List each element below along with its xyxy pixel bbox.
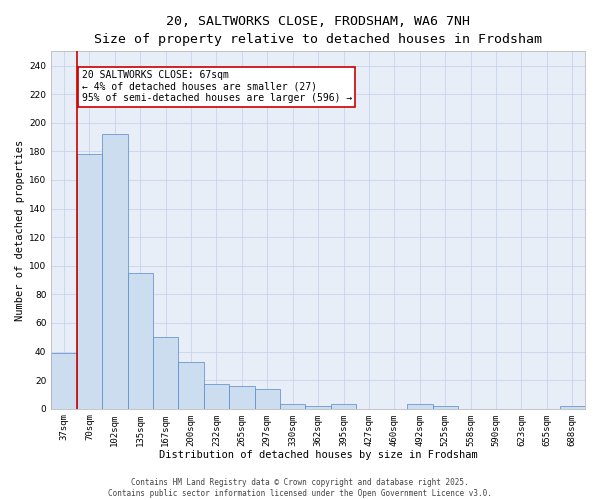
Bar: [433, 406, 458, 408]
Y-axis label: Number of detached properties: Number of detached properties: [15, 140, 25, 320]
Bar: [153, 337, 178, 408]
Bar: [305, 406, 331, 408]
Bar: [128, 273, 153, 408]
Bar: [560, 406, 585, 408]
X-axis label: Distribution of detached houses by size in Frodsham: Distribution of detached houses by size …: [159, 450, 478, 460]
Title: 20, SALTWORKS CLOSE, FRODSHAM, WA6 7NH
Size of property relative to detached hou: 20, SALTWORKS CLOSE, FRODSHAM, WA6 7NH S…: [94, 15, 542, 46]
Text: 20 SALTWORKS CLOSE: 67sqm
← 4% of detached houses are smaller (27)
95% of semi-d: 20 SALTWORKS CLOSE: 67sqm ← 4% of detach…: [82, 70, 352, 103]
Bar: [407, 404, 433, 408]
Bar: [77, 154, 102, 408]
Bar: [331, 404, 356, 408]
Text: Contains HM Land Registry data © Crown copyright and database right 2025.
Contai: Contains HM Land Registry data © Crown c…: [108, 478, 492, 498]
Bar: [178, 362, 204, 408]
Bar: [204, 384, 229, 408]
Bar: [51, 353, 77, 408]
Bar: [229, 386, 254, 408]
Bar: [280, 404, 305, 408]
Bar: [254, 388, 280, 408]
Bar: [102, 134, 128, 408]
